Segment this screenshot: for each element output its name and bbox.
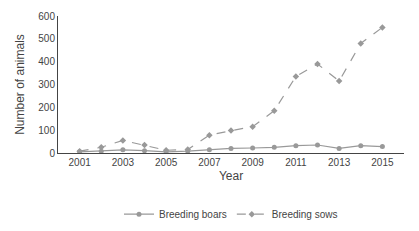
svg-text:300: 300 [38,79,55,90]
svg-text:600: 600 [38,11,55,22]
svg-text:Breeding sows: Breeding sows [272,209,338,220]
svg-text:Breeding boars: Breeding boars [159,209,227,220]
svg-text:2009: 2009 [242,157,265,168]
svg-text:2003: 2003 [112,157,135,168]
svg-text:Number of animals: Number of animals [13,34,27,135]
svg-text:2005: 2005 [155,157,178,168]
svg-text:2013: 2013 [328,157,351,168]
svg-text:200: 200 [38,102,55,113]
svg-text:400: 400 [38,56,55,67]
svg-text:100: 100 [38,125,55,136]
svg-text:500: 500 [38,33,55,44]
svg-text:0: 0 [49,148,55,159]
svg-text:2001: 2001 [69,157,92,168]
svg-text:Year: Year [219,169,243,183]
svg-text:2007: 2007 [198,157,221,168]
svg-text:2011: 2011 [285,157,307,168]
svg-text:2015: 2015 [371,157,394,168]
